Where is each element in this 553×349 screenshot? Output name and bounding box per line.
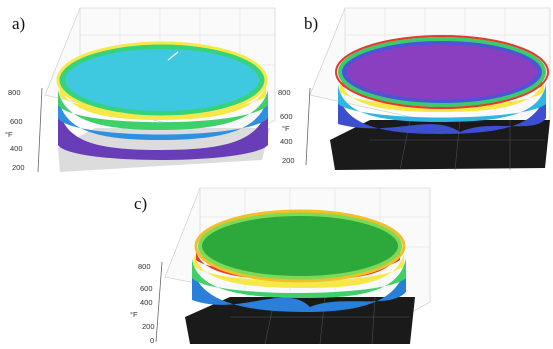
tick-b-800: 800 [278, 88, 291, 97]
panel-label-b: b) [304, 14, 319, 33]
unit-b: °F [282, 124, 290, 133]
tick-a-400: 400 [10, 144, 23, 153]
tick-c-0: 0 [150, 336, 155, 345]
panel-label-a: a) [12, 14, 26, 33]
tick-c-200: 200 [142, 322, 155, 331]
tick-c-600: 600 [140, 284, 153, 293]
tick-b-200: 200 [282, 156, 295, 165]
tick-a-800: 800 [8, 88, 21, 97]
surface-plot-b-graphic [305, 7, 551, 171]
surface-plot-c: c) 800 600 400 °F 200 0 [110, 182, 440, 349]
unit-a: °F [5, 130, 13, 139]
panel-label-c: c) [134, 194, 148, 213]
surface-plot-a-graphic [37, 7, 276, 173]
unit-c: °F [130, 310, 138, 319]
tick-c-400: 400 [140, 298, 153, 307]
tick-b-400: 400 [280, 137, 293, 146]
tick-a-600: 600 [10, 117, 23, 126]
tick-a-200: 200 [12, 163, 25, 172]
surface-plot-b: b) 800 600 °F 400 200 [278, 0, 553, 180]
tick-b-600: 600 [280, 112, 293, 121]
surface-plot-c-graphic [155, 187, 431, 345]
surface-plot-a: a) 800 600 °F 400 200 [0, 0, 280, 180]
tick-c-800: 800 [138, 262, 151, 271]
